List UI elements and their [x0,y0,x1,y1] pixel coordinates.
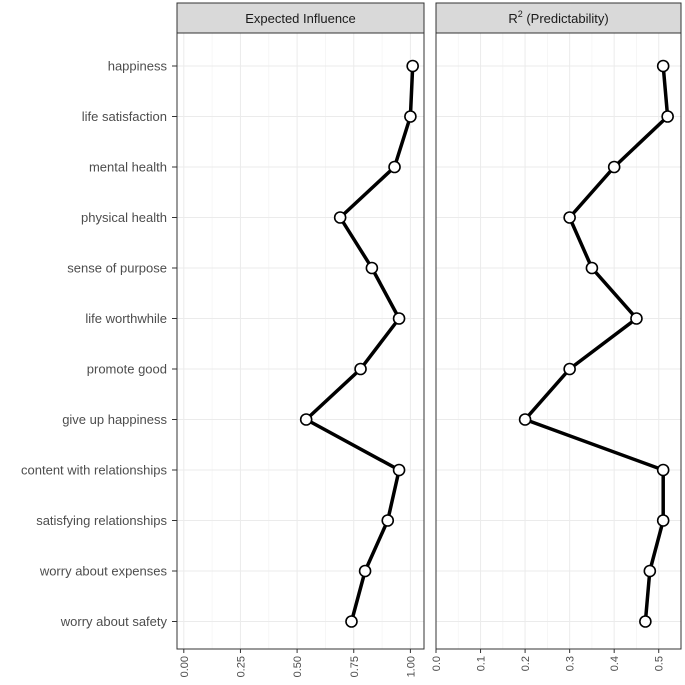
category-label: satisfying relationships [36,513,167,528]
category-label: life satisfaction [82,109,167,124]
category-label: happiness [108,59,168,74]
x-tick-label: 0.50 [292,656,304,677]
data-point [404,110,417,123]
data-point [643,564,657,578]
category-label: give up happiness [62,412,167,427]
panel-background [177,33,424,649]
x-tick-label: 0.75 [349,656,361,677]
data-point [392,312,406,325]
data-point [630,312,643,325]
data-point [656,59,670,73]
data-point [345,615,358,628]
data-point [388,160,401,174]
x-tick-label: 0.1 [476,656,488,671]
panel-expected-influence: Expected Influence 0.00 0.25 0.50 0.75 1.00 [176,2,425,677]
x-tick-label: 0.3 [565,656,577,671]
category-label: sense of purpose [67,261,167,276]
data-point [656,514,670,527]
category-label: life worthwhile [85,311,167,326]
panel-background [436,33,681,649]
data-point [563,211,576,224]
panel-predictability: R2 (Predictability) 0.0 0.1 0.2 0.3 0.4 0.5 [431,2,682,671]
data-point [656,463,670,477]
data-point [299,413,313,426]
x-tick-label: 0.4 [609,656,621,671]
panel-border [176,32,425,650]
data-point [406,59,419,73]
data-point [381,514,395,527]
data-point [585,261,599,275]
category-label: content with relationships [21,463,167,478]
data-point [358,564,372,578]
category-label: mental health [89,160,167,175]
data-point [354,362,367,376]
category-label: worry about safety [60,614,168,629]
x-tick-label: 1.00 [405,656,417,677]
category-label: physical health [81,210,167,225]
panel-border [435,32,682,650]
data-point [639,615,652,628]
panel-strip [176,2,425,34]
x-tick-label: 0.25 [235,656,247,677]
series-line [523,64,670,624]
panel-title: R2 (Predictability) [508,9,608,26]
data-point [563,362,576,376]
data-point [518,413,532,426]
x-tick-label: 0.0 [431,656,443,671]
data-point [607,160,621,174]
series-line [304,64,415,624]
data-point [661,110,674,123]
category-label: promote good [87,362,167,377]
x-tick-label: 0.2 [520,656,532,671]
panel-strip [435,2,682,34]
x-tick-label: 0.00 [179,656,191,677]
data-point [365,261,379,275]
panel-title: Expected Influence [245,11,356,26]
x-tick-label: 0.5 [654,656,666,671]
data-point [392,463,406,477]
category-label: worry about expenses [39,564,168,579]
category-labels: happiness life satisfaction mental health p… [21,59,177,629]
data-point [333,211,347,224]
